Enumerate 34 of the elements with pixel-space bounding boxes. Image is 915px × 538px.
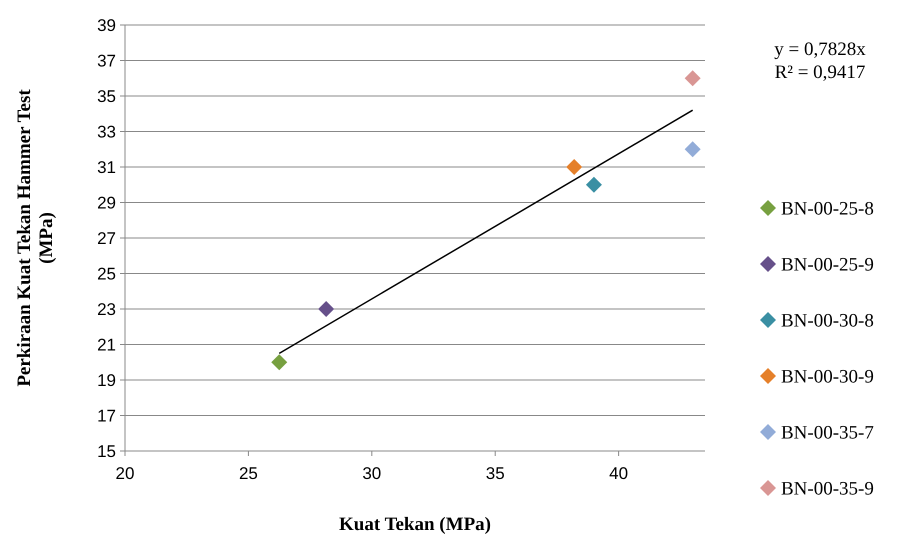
point (566, 159, 582, 175)
y-axis-title: Perkiraan Kuat Tekan Hammer Test (MPa) (14, 88, 57, 387)
y-tick-label: 35 (97, 86, 116, 106)
y-tick-label: 21 (97, 335, 116, 354)
point (318, 301, 334, 317)
legend-label: BN-00-25-9 (781, 254, 874, 276)
y-tick-label: 31 (97, 158, 116, 177)
y-tick-label: 29 (97, 193, 116, 212)
legend-label: BN-00-30-9 (781, 366, 874, 388)
y-tick-label: 17 (97, 406, 116, 426)
point (684, 70, 701, 86)
y-tick-label: 33 (97, 122, 116, 142)
point (684, 141, 701, 158)
y-tick-label: 37 (97, 51, 116, 70)
x-tick-label: 35 (486, 464, 505, 483)
y-tick-label: 19 (97, 370, 116, 390)
point (586, 176, 602, 193)
legend-label: BN-00-25-8 (781, 198, 874, 220)
y-tick-label: 23 (97, 300, 116, 319)
text: R² = 0,9417 (774, 62, 866, 83)
legend-label: BN-00-35-7 (781, 422, 874, 444)
x-tick-label: 40 (609, 464, 628, 483)
y-tick-label: 15 (97, 442, 116, 461)
x-axis-title: Kuat Tekan (MPa) (338, 514, 492, 535)
x-tick-label: 30 (362, 464, 382, 483)
legend-label: BN-00-30-8 (781, 310, 874, 332)
point (271, 354, 288, 370)
y-tick-label: 27 (97, 228, 116, 248)
y-tick-label: 25 (97, 264, 116, 284)
text: y = 0,7828x (774, 39, 866, 60)
y-tick-label: 39 (97, 16, 116, 35)
legend-label: BN-00-35-9 (781, 478, 874, 500)
x-tick-label: 25 (238, 464, 258, 483)
x-tick-label: 20 (116, 464, 134, 483)
